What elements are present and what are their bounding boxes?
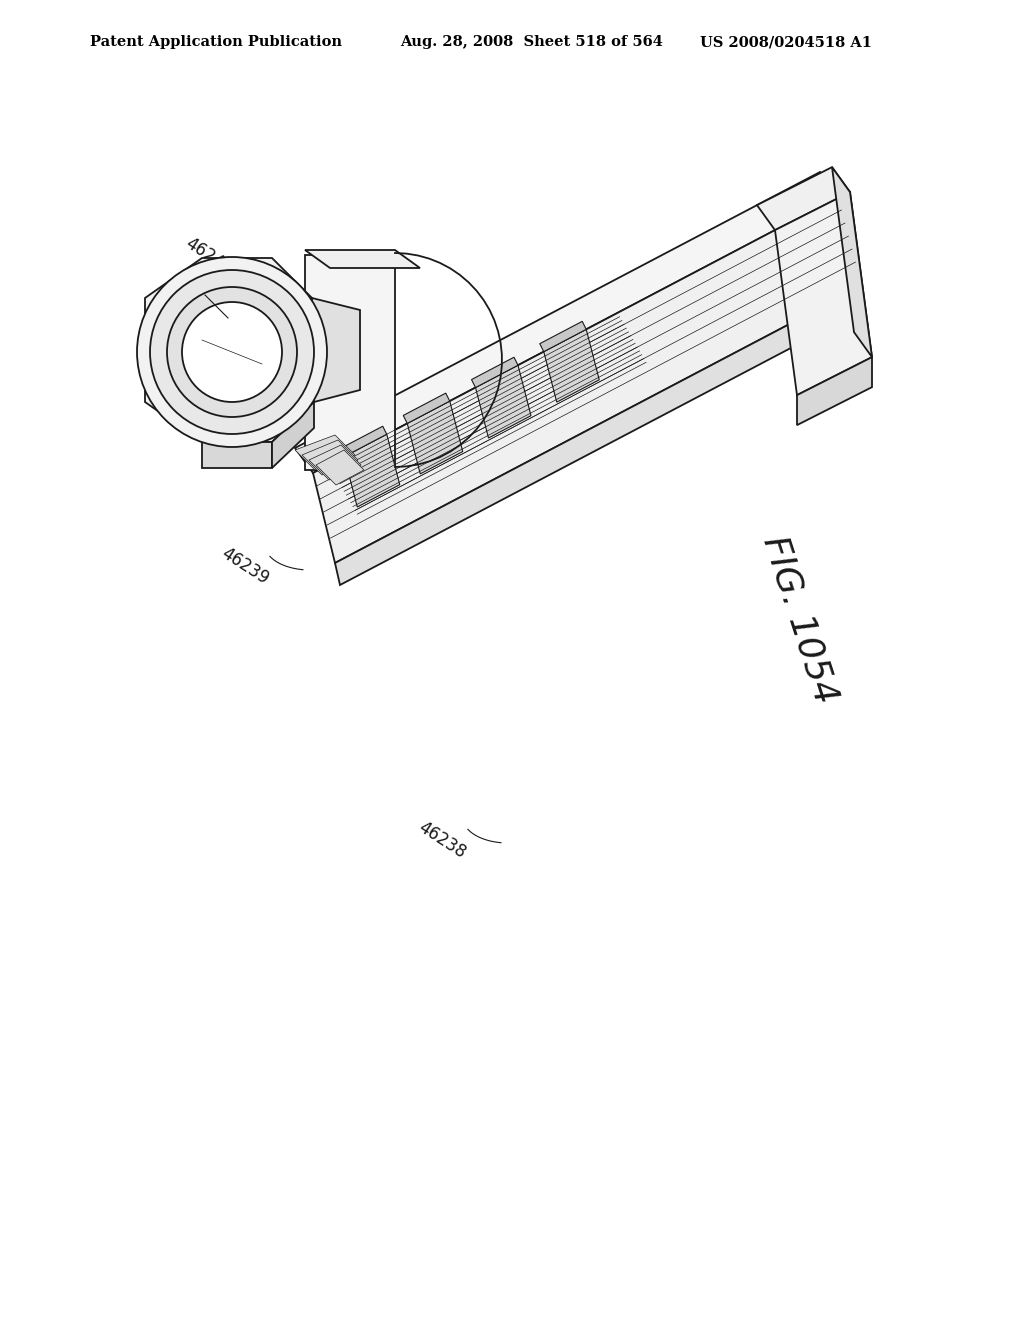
Circle shape <box>137 257 327 447</box>
Text: Patent Application Publication: Patent Application Publication <box>90 36 342 49</box>
Polygon shape <box>540 321 587 351</box>
Polygon shape <box>408 401 463 474</box>
Circle shape <box>167 286 297 417</box>
Polygon shape <box>544 330 599 403</box>
Polygon shape <box>831 168 872 358</box>
Polygon shape <box>340 426 387 457</box>
Text: 46239: 46239 <box>218 544 272 587</box>
Text: US 2008/0204518 A1: US 2008/0204518 A1 <box>700 36 872 49</box>
Text: 46238: 46238 <box>415 818 469 862</box>
Polygon shape <box>312 298 360 403</box>
Polygon shape <box>471 358 518 388</box>
Polygon shape <box>313 197 860 564</box>
Polygon shape <box>145 257 314 442</box>
Polygon shape <box>316 450 364 484</box>
Polygon shape <box>309 445 361 480</box>
Text: Aug. 28, 2008  Sheet 518 of 564: Aug. 28, 2008 Sheet 518 of 564 <box>400 36 663 49</box>
Polygon shape <box>475 366 531 438</box>
Text: 46240: 46240 <box>182 234 236 279</box>
Polygon shape <box>302 440 358 475</box>
Polygon shape <box>344 434 399 507</box>
Polygon shape <box>295 172 838 473</box>
Polygon shape <box>295 436 355 470</box>
Polygon shape <box>305 249 420 268</box>
Circle shape <box>182 302 282 403</box>
Circle shape <box>150 271 314 434</box>
Polygon shape <box>757 168 850 230</box>
Polygon shape <box>272 403 314 469</box>
Polygon shape <box>202 442 272 469</box>
Polygon shape <box>335 286 865 585</box>
Polygon shape <box>775 193 872 395</box>
Polygon shape <box>403 393 450 424</box>
Polygon shape <box>305 255 395 470</box>
Polygon shape <box>797 358 872 425</box>
Text: FIG. 1054: FIG. 1054 <box>757 532 843 708</box>
